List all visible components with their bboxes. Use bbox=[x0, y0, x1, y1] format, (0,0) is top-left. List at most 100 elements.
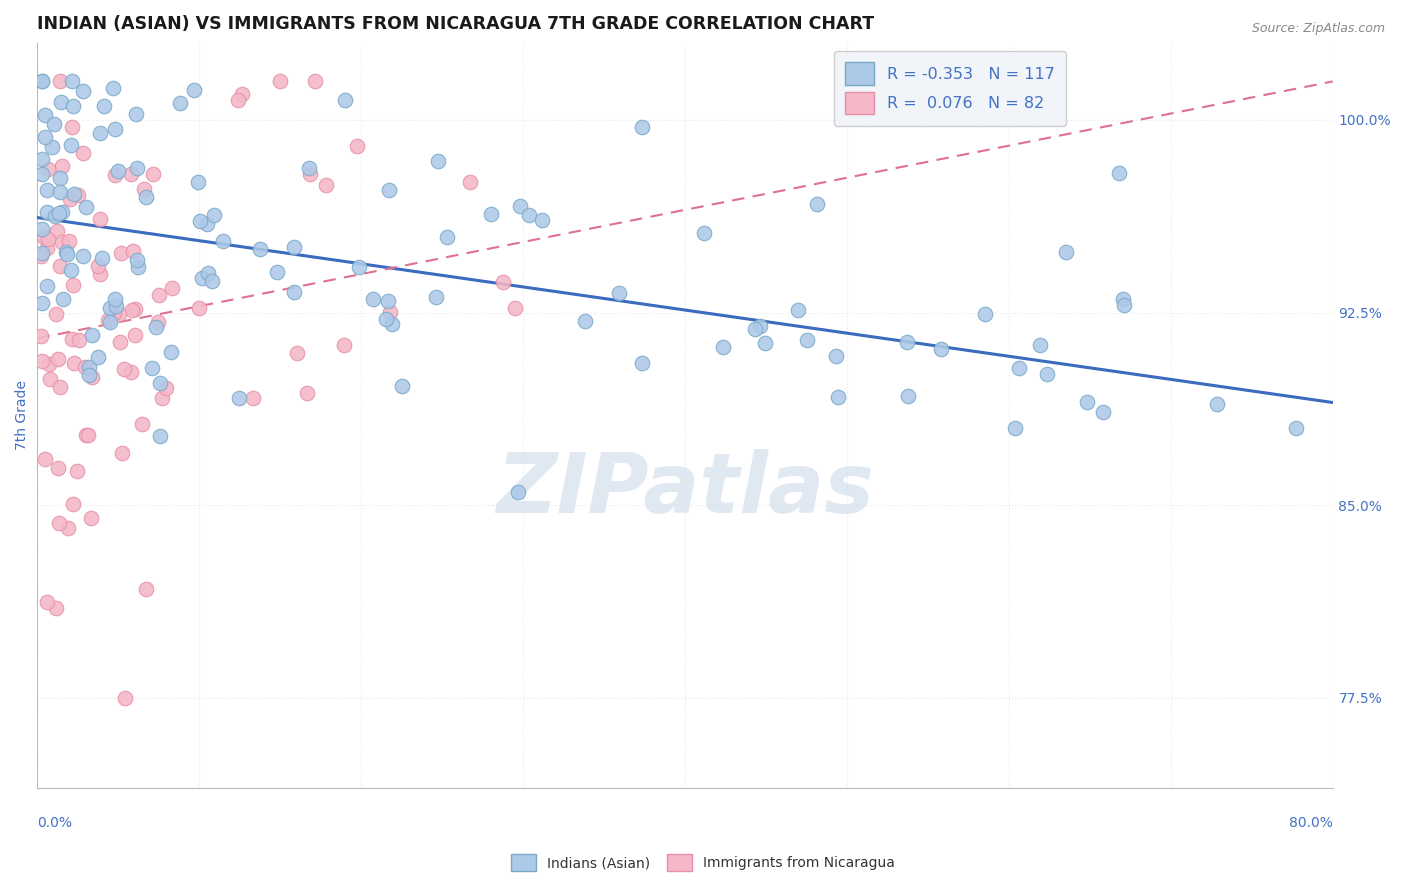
Point bbox=[32, 230, 55, 244]
Text: Source: ZipAtlas.com: Source: ZipAtlas.com bbox=[1251, 22, 1385, 36]
Point bbox=[35, 595, 58, 609]
Point bbox=[346, 139, 368, 153]
Point bbox=[56, 246, 79, 260]
Point bbox=[104, 121, 127, 136]
Point bbox=[479, 207, 502, 221]
Point bbox=[127, 260, 149, 274]
Point bbox=[631, 356, 654, 370]
Point bbox=[530, 213, 553, 227]
Point bbox=[38, 372, 60, 386]
Point bbox=[190, 214, 212, 228]
Point bbox=[631, 120, 654, 134]
Point bbox=[51, 205, 73, 219]
Point bbox=[44, 307, 66, 321]
Point bbox=[104, 168, 127, 182]
Point bbox=[315, 178, 337, 192]
Point bbox=[335, 94, 357, 108]
Point bbox=[37, 279, 59, 293]
Point bbox=[1112, 292, 1135, 306]
Point bbox=[103, 306, 125, 320]
Point bbox=[361, 292, 384, 306]
Point bbox=[125, 107, 148, 121]
Point bbox=[45, 601, 67, 615]
Point bbox=[104, 292, 127, 306]
Point bbox=[120, 365, 142, 379]
Point bbox=[827, 390, 849, 404]
Point bbox=[52, 292, 75, 306]
Point bbox=[62, 355, 84, 369]
Point bbox=[73, 359, 96, 374]
Point bbox=[111, 446, 134, 460]
Point bbox=[786, 303, 808, 318]
Point bbox=[48, 185, 70, 199]
Point bbox=[31, 74, 53, 88]
Point bbox=[72, 146, 94, 161]
Point bbox=[45, 224, 67, 238]
Point bbox=[195, 217, 218, 231]
Point bbox=[35, 241, 58, 255]
Point bbox=[187, 175, 209, 189]
Point bbox=[112, 362, 135, 376]
Point bbox=[436, 230, 458, 244]
Point bbox=[60, 332, 83, 346]
Point bbox=[231, 87, 253, 101]
Point bbox=[492, 276, 515, 290]
Point bbox=[93, 98, 115, 112]
Point bbox=[152, 391, 174, 405]
Point bbox=[87, 259, 110, 273]
Point bbox=[62, 278, 84, 293]
Text: ZIPatlas: ZIPatlas bbox=[496, 450, 875, 531]
Point bbox=[62, 99, 84, 113]
Point bbox=[104, 300, 127, 314]
Point bbox=[97, 313, 120, 327]
Point bbox=[62, 497, 84, 511]
Point bbox=[458, 175, 481, 189]
Point bbox=[269, 74, 291, 88]
Point bbox=[1035, 367, 1057, 381]
Point bbox=[380, 305, 402, 319]
Point bbox=[48, 380, 70, 394]
Point bbox=[1108, 166, 1130, 180]
Point bbox=[89, 211, 111, 226]
Point bbox=[41, 139, 63, 153]
Point bbox=[34, 108, 56, 122]
Point bbox=[226, 93, 249, 107]
Point bbox=[347, 260, 370, 274]
Point bbox=[60, 74, 83, 88]
Point bbox=[506, 485, 529, 500]
Point bbox=[46, 461, 69, 475]
Point bbox=[37, 161, 59, 176]
Point bbox=[62, 186, 84, 201]
Point bbox=[1285, 421, 1308, 435]
Point bbox=[77, 368, 100, 383]
Point bbox=[31, 354, 53, 368]
Point bbox=[377, 293, 399, 308]
Point bbox=[896, 335, 918, 350]
Point bbox=[82, 327, 104, 342]
Point bbox=[824, 349, 846, 363]
Point bbox=[75, 428, 97, 442]
Point bbox=[51, 235, 73, 249]
Point bbox=[131, 417, 153, 432]
Point bbox=[58, 192, 80, 206]
Point bbox=[298, 161, 321, 175]
Point bbox=[31, 245, 53, 260]
Point bbox=[197, 266, 219, 280]
Point bbox=[211, 234, 233, 248]
Point bbox=[55, 245, 77, 260]
Point bbox=[44, 209, 66, 223]
Point bbox=[754, 336, 776, 351]
Point bbox=[1092, 404, 1115, 418]
Point bbox=[44, 117, 66, 131]
Legend: Indians (Asian), Immigrants from Nicaragua: Indians (Asian), Immigrants from Nicarag… bbox=[505, 847, 901, 878]
Point bbox=[30, 329, 52, 343]
Point bbox=[134, 182, 156, 196]
Point bbox=[114, 690, 136, 705]
Point bbox=[427, 153, 450, 168]
Point bbox=[120, 167, 142, 181]
Point bbox=[31, 74, 53, 88]
Point bbox=[77, 359, 100, 374]
Point bbox=[108, 307, 131, 321]
Point bbox=[374, 311, 396, 326]
Point bbox=[283, 285, 305, 299]
